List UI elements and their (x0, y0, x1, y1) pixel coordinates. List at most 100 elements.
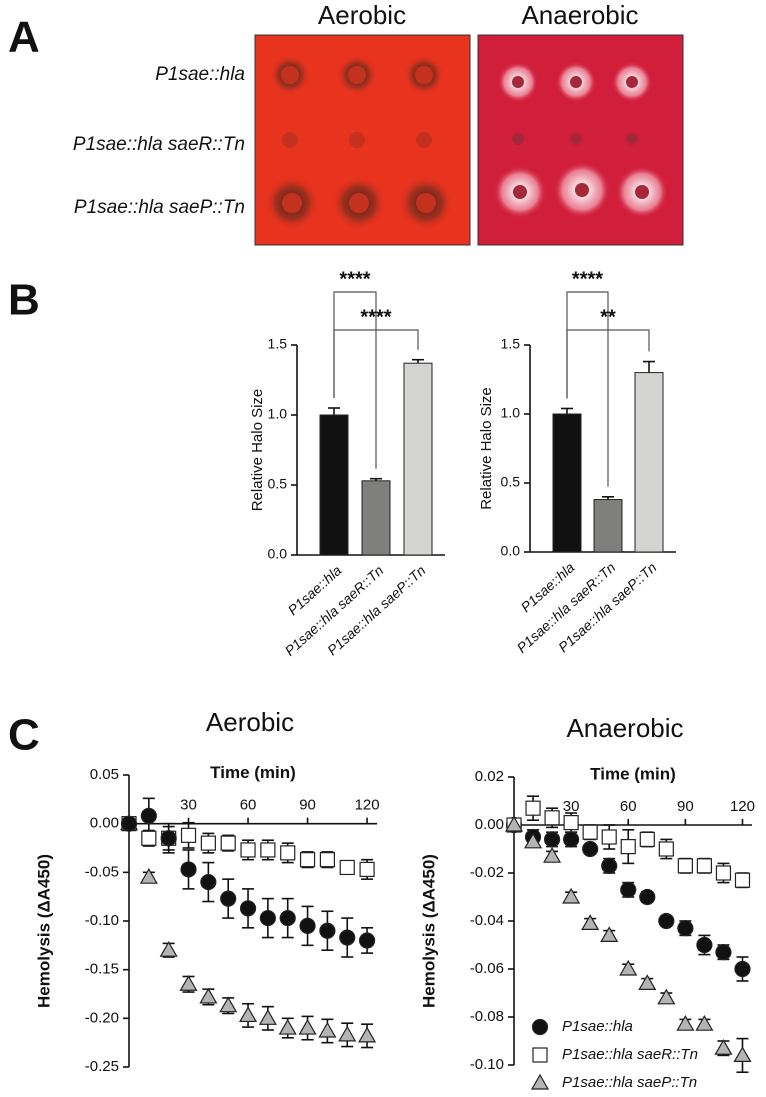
panel-label: B (8, 276, 40, 325)
data-point (676, 1014, 695, 1031)
y-tick-label: -0.25 (85, 1058, 119, 1075)
x-tick-label: 120 (355, 797, 380, 814)
legend-label: P1sae::hla (562, 1018, 633, 1035)
data-point (562, 887, 581, 904)
data-point (714, 1038, 733, 1055)
chart-title: Anaerobic (566, 713, 683, 743)
data-point (715, 865, 732, 881)
data-point (339, 929, 356, 946)
data-point (278, 1018, 297, 1035)
data-point (220, 835, 236, 851)
data-point (620, 881, 637, 898)
y-axis-label: Relative Halo Size (249, 389, 266, 512)
y-tick-label: 0.02 (475, 768, 504, 785)
x-axis-label: Time (min) (210, 763, 296, 782)
y-tick-label: -0.10 (470, 1056, 504, 1073)
bar (634, 372, 664, 553)
y-tick-label: 0.00 (90, 815, 119, 832)
data-point (620, 838, 636, 855)
significance-bracket (566, 329, 650, 399)
x-tick-label: 120 (730, 798, 755, 815)
y-tick-label: -0.06 (470, 960, 504, 977)
data-point (299, 852, 316, 868)
data-point (258, 1009, 277, 1025)
data-point (280, 845, 296, 861)
data-point (220, 890, 237, 907)
significance-label: **** (339, 268, 370, 290)
data-point (563, 814, 579, 831)
data-point (639, 888, 656, 906)
data-point (318, 1021, 337, 1038)
data-point (600, 926, 619, 942)
data-point (259, 909, 276, 927)
y-tick-label: 0.0 (268, 546, 288, 562)
data-point (657, 988, 676, 1005)
data-point (715, 944, 732, 961)
data-point (563, 831, 580, 848)
y-tick-label: 0.5 (501, 474, 521, 490)
plate-anaerobic (477, 34, 684, 246)
y-axis-label: Hemolysis (ΔA450) (34, 854, 53, 1008)
data-point (544, 810, 560, 826)
row-label: P1sae::hla saeP::Tn (74, 197, 245, 218)
data-point (141, 830, 157, 846)
data-point (504, 815, 524, 832)
data-point (658, 912, 675, 930)
panel-label: C (8, 711, 40, 760)
data-point (582, 824, 598, 840)
data-point (677, 858, 693, 874)
data-point (582, 840, 599, 858)
y-tick-label: 0.05 (90, 766, 119, 783)
x-tick-label: 60 (620, 798, 637, 815)
data-point (734, 872, 751, 888)
data-point (219, 996, 238, 1013)
significance-label: ** (600, 306, 616, 328)
bar (319, 414, 349, 556)
data-point (734, 960, 751, 978)
data-point (543, 846, 562, 863)
data-point (658, 841, 674, 857)
data-point (319, 922, 336, 939)
data-point (319, 852, 335, 868)
data-point (240, 842, 256, 858)
panel-label: A (8, 13, 40, 62)
significance-bracket (333, 329, 419, 398)
y-tick-label: 0.0 (501, 543, 521, 559)
y-tick-label: 0.00 (475, 816, 504, 833)
bar (593, 499, 623, 553)
x-tick-label: 90 (677, 798, 694, 815)
significance-label: **** (572, 268, 603, 290)
data-point (359, 861, 375, 878)
data-point (638, 974, 657, 990)
data-point (695, 1014, 714, 1031)
legend-marker (532, 1047, 548, 1063)
legend-label: P1sae::hla saeP::Tn (562, 1074, 697, 1091)
plate-title: Anaerobic (521, 0, 638, 30)
y-tick-label: 0.5 (268, 476, 288, 492)
x-tick-label: 60 (240, 797, 257, 814)
y-tick-label: -0.08 (470, 1008, 504, 1025)
data-point (139, 867, 158, 884)
data-point (358, 1026, 377, 1043)
data-point (200, 835, 216, 851)
data-point (524, 832, 543, 849)
x-tick-label: 30 (563, 798, 580, 815)
x-tick-label: 30 (180, 797, 197, 814)
y-tick-label: -0.05 (85, 863, 119, 880)
data-point (180, 827, 197, 843)
data-point (733, 1046, 752, 1062)
data-point (619, 959, 638, 976)
data-point (239, 900, 257, 917)
y-axis-label: Hemolysis (ΔA450) (419, 854, 438, 1008)
x-tick-label: 90 (299, 797, 316, 814)
chart-title: Aerobic (206, 707, 294, 737)
bar (403, 362, 433, 556)
y-tick-label: 1.0 (268, 406, 288, 422)
y-tick-label: -0.02 (470, 864, 504, 881)
data-point (601, 829, 617, 845)
y-tick-label: -0.15 (85, 961, 119, 978)
data-point (696, 858, 713, 874)
data-point (338, 1025, 357, 1042)
data-point (543, 831, 561, 848)
